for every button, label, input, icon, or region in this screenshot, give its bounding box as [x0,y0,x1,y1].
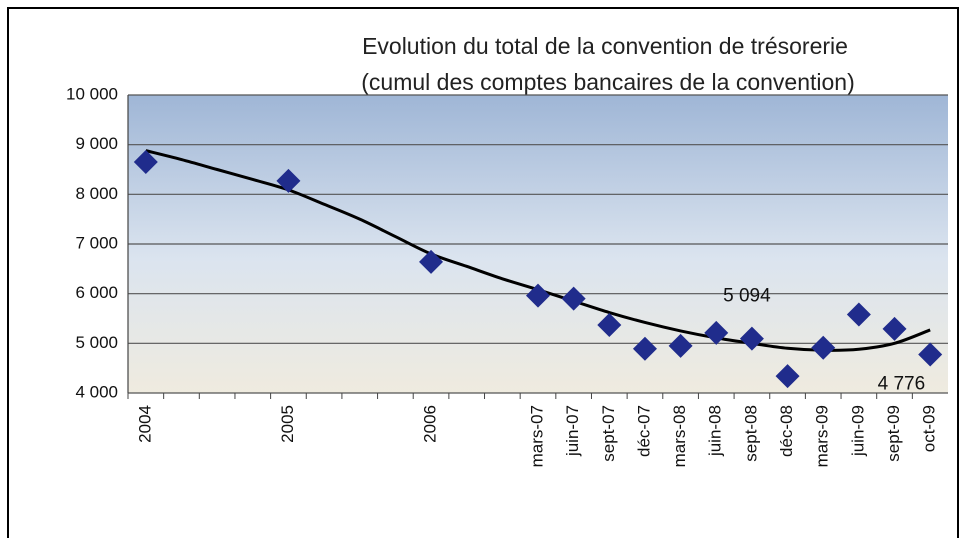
y-tick-label: 9 000 [75,134,118,153]
x-tick-label: déc-08 [777,405,796,457]
x-tick-label: mars-08 [670,405,689,467]
x-tick-label: juin-07 [563,405,582,457]
data-point [918,342,943,367]
data-point [632,336,657,361]
x-tick-label: mars-07 [527,405,546,467]
y-tick-label: 8 000 [75,184,118,203]
x-tick-label: 2004 [135,405,154,443]
data-point [704,320,729,345]
y-tick-label: 7 000 [75,233,118,252]
data-label: 5 094 [723,286,771,307]
x-tick-label: mars-09 [813,405,832,467]
frame [7,7,959,538]
x-tick-label: sept-09 [884,405,903,462]
x-tick-label: juin-08 [706,405,725,457]
data-point [419,249,444,274]
y-tick-label: 5 000 [75,333,118,352]
data-point [668,333,693,358]
x-tick-label: déc-07 [634,405,653,457]
data-point [846,302,871,327]
x-tick-label: sept-07 [599,405,618,462]
data-label: 4 776 [878,373,926,394]
y-tick-label: 10 000 [66,84,118,103]
data-point [276,168,301,193]
x-tick-label: sept-08 [741,405,760,462]
y-tick-label: 6 000 [75,283,118,302]
data-point [739,326,764,351]
data-point [811,335,836,360]
y-tick-label: 4 000 [75,382,118,401]
data-point [526,283,550,308]
x-tick-label: oct-09 [920,405,939,452]
x-tick-label: juin-09 [848,405,867,457]
x-tick-label: 2005 [278,405,297,443]
x-tick-label: 2006 [421,405,440,443]
data-point [882,316,907,341]
data-point [561,286,586,311]
chart-title: Evolution du total de la convention de t… [362,33,848,59]
data-point [133,150,158,175]
chart-subtitle: (cumul des comptes bancaires de la conve… [361,69,854,95]
data-point [597,312,622,337]
data-point [775,364,800,389]
